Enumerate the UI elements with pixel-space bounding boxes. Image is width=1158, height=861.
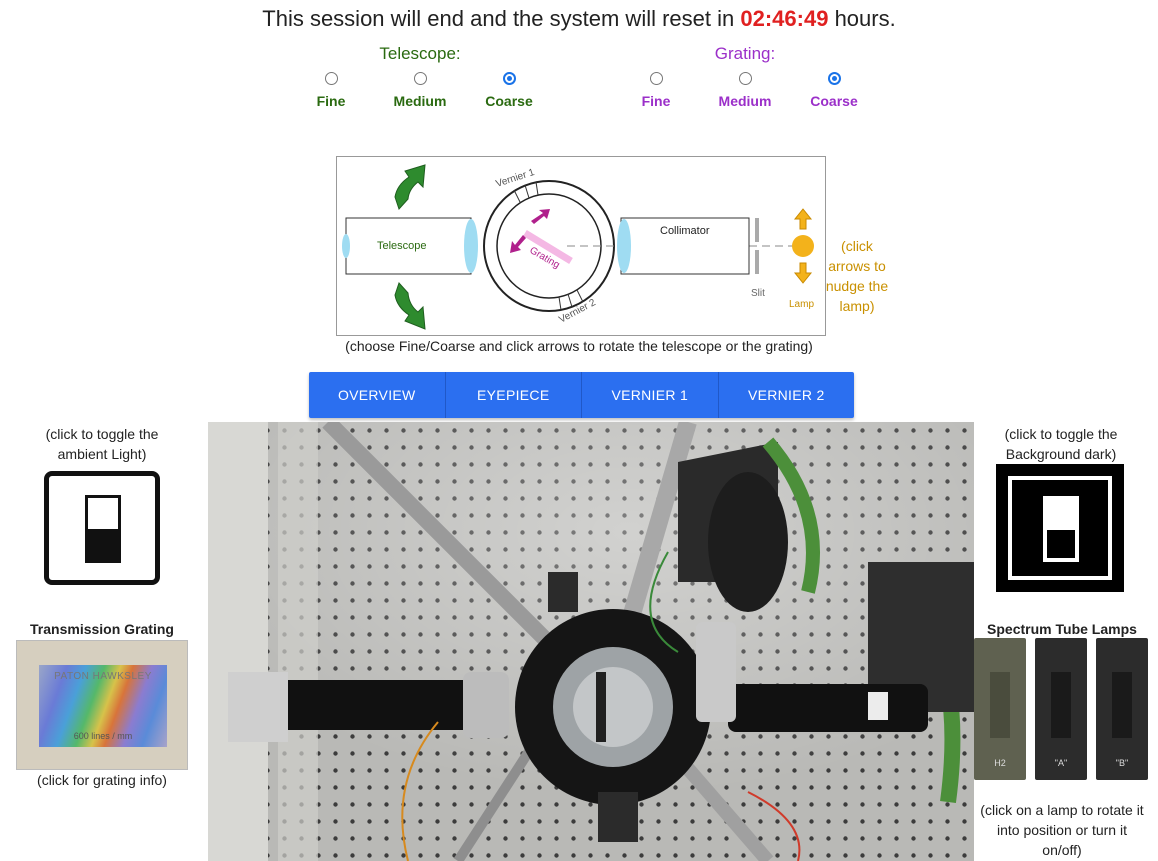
grating-info-hint: (click for grating info) — [37, 772, 167, 788]
diagram-caption: (choose Fine/Coarse and click arrows to … — [345, 338, 813, 354]
background-dark-hint: (click to toggle the Background dark) — [1004, 426, 1118, 462]
grating-rotate-cw-arrow[interactable] — [531, 209, 550, 224]
telescope-eyepiece-lens — [342, 234, 350, 258]
telescope-coarse-radio[interactable] — [502, 72, 516, 85]
vernier2-ticks — [558, 289, 584, 311]
grating-group-title: Grating: — [714, 44, 776, 63]
session-timer: 02:46:49 — [740, 6, 829, 31]
telescope-option-medium[interactable]: Medium — [379, 68, 461, 109]
spectrum-lamps-title: Spectrum Tube Lamps — [987, 621, 1137, 637]
view-tab-bar: OVERVIEW EYEPIECE VERNIER 1 VERNIER 2 — [309, 372, 854, 418]
telescope-medium-radio[interactable] — [413, 72, 427, 85]
tab-overview[interactable]: OVERVIEW — [309, 372, 446, 418]
session-prefix: This session will end and the system wil… — [262, 6, 735, 31]
vernier1-ticks — [513, 181, 539, 203]
telescope-fine-label: Fine — [316, 93, 346, 109]
grating-option-fine[interactable]: Fine — [615, 68, 697, 109]
background-dark-toggle[interactable] — [996, 464, 1124, 592]
ambient-light-toggle[interactable] — [44, 471, 160, 585]
spectrometer-diagram-svg: Telescope Vernier 1 Vernier 2 Grating — [342, 164, 814, 330]
collimator-tube — [620, 217, 750, 275]
grating-spectrum-icon: PATON HAWKSLEY 600 lines / mm — [39, 665, 167, 747]
diagram-slit-label: Slit — [751, 288, 765, 299]
lamp-nudge-up-arrow[interactable] — [793, 208, 813, 230]
telescope-tube — [345, 217, 472, 275]
session-suffix: hours. — [834, 6, 896, 31]
grating-medium-label: Medium — [718, 93, 772, 109]
telescope-speed-group: Telescope: Fine Medium Coarse — [290, 44, 550, 109]
camera-feed — [208, 422, 974, 861]
telescope-objective-lens — [464, 219, 478, 273]
grating-coarse-label: Coarse — [810, 93, 858, 109]
grating-brand: PATON HAWKSLEY — [54, 671, 152, 682]
diagram-collimator-label: Collimator — [660, 225, 710, 237]
grating-option-coarse[interactable]: Coarse — [793, 68, 875, 109]
tab-vernier-2[interactable]: VERNIER 2 — [747, 387, 825, 403]
slit-lower — [755, 250, 759, 274]
diagram-telescope-label: Telescope — [377, 240, 427, 252]
lamp-indicator — [792, 235, 814, 257]
tab-vernier-1[interactable]: VERNIER 1 — [582, 372, 719, 418]
grating-element — [523, 230, 573, 264]
diagram-lamp-label: Lamp — [789, 299, 814, 310]
dark-switch-icon — [1008, 476, 1112, 580]
camera-feed-image — [208, 422, 974, 861]
lamp-hint: (click arrows to nudge the lamp) — [825, 238, 889, 314]
lamp-rotate-hint: (click on a lamp to rotate it into posit… — [980, 802, 1144, 858]
grating-medium-radio[interactable] — [738, 72, 752, 85]
tab-eyepiece[interactable]: EYEPIECE — [446, 372, 582, 418]
lamp-a[interactable]: "A" — [1035, 638, 1087, 780]
grating-rotate-ccw-arrow[interactable] — [510, 235, 526, 253]
grating-lines: 600 lines / mm — [73, 731, 133, 741]
grating-option-medium[interactable]: Medium — [704, 68, 786, 109]
lamp-nudge-down-arrow[interactable] — [793, 262, 813, 284]
grating-coarse-radio[interactable] — [827, 72, 841, 85]
grating-fine-radio[interactable] — [649, 72, 663, 85]
session-notice: This session will end and the system wil… — [0, 6, 1158, 32]
light-switch-icon — [85, 495, 121, 563]
slit-upper — [755, 218, 759, 242]
lamp-a-label: "A" — [1054, 758, 1068, 768]
lamp-h2-label: H2 — [994, 758, 1006, 768]
telescope-group-title: Telescope: — [379, 44, 461, 63]
telescope-fine-radio[interactable] — [324, 72, 338, 85]
telescope-coarse-label: Coarse — [485, 93, 533, 109]
grating-fine-label: Fine — [641, 93, 671, 109]
lamp-b[interactable]: "B" — [1096, 638, 1148, 780]
telescope-option-fine[interactable]: Fine — [290, 68, 372, 109]
telescope-rotate-down-arrow[interactable] — [394, 282, 426, 330]
lamp-b-label: "B" — [1115, 758, 1129, 768]
ambient-light-hint: (click to toggle the ambient Light) — [45, 426, 159, 462]
spectrum-lamps: H2 "A" "B" — [974, 638, 1150, 780]
telescope-medium-label: Medium — [393, 93, 447, 109]
telescope-rotate-up-arrow[interactable] — [394, 164, 426, 210]
collimator-lens — [617, 219, 631, 273]
lamp-h2[interactable]: H2 — [974, 638, 1026, 780]
grating-speed-group: Grating: Fine Medium Coarse — [615, 44, 875, 109]
transmission-grating-image[interactable]: PATON HAWKSLEY 600 lines / mm — [16, 640, 188, 770]
telescope-option-coarse[interactable]: Coarse — [468, 68, 550, 109]
spectrometer-diagram: Telescope Vernier 1 Vernier 2 Grating — [336, 156, 826, 336]
transmission-grating-title: Transmission Grating — [30, 621, 174, 637]
